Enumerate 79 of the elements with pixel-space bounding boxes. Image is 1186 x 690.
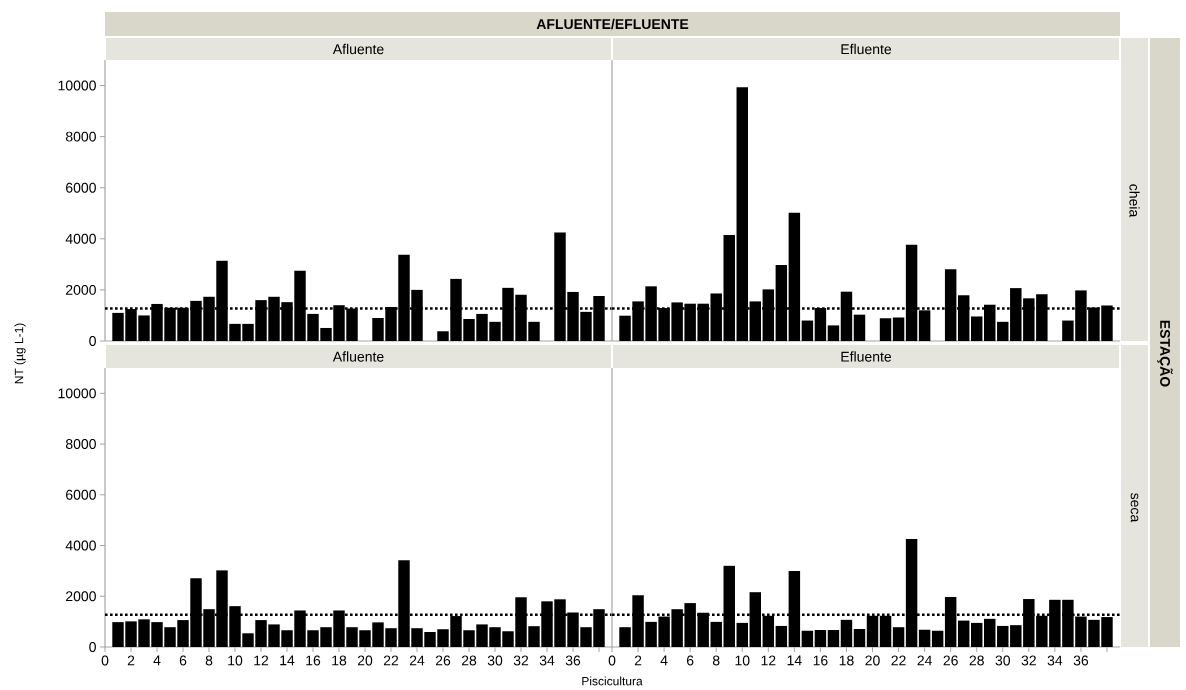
x-tick-label: 8 bbox=[205, 655, 213, 666]
x-tick-label: 20 bbox=[357, 655, 373, 666]
x-tick-label: 14 bbox=[280, 655, 295, 666]
x-axis-title: Piscicultura bbox=[582, 676, 643, 686]
x-tick-label: 6 bbox=[686, 655, 694, 666]
text: ESTAÇÃO bbox=[1157, 320, 1173, 387]
bar bbox=[957, 620, 970, 647]
x-tick-label: 6 bbox=[179, 655, 187, 666]
chart-title: Efluente bbox=[841, 351, 892, 362]
bar bbox=[736, 622, 748, 647]
x-tick-label: 30 bbox=[995, 655, 1011, 666]
bar bbox=[801, 630, 814, 647]
x-tick-label: 8 bbox=[712, 655, 720, 666]
x-tick-label: 26 bbox=[943, 655, 958, 666]
bar bbox=[892, 317, 905, 341]
bar bbox=[814, 629, 827, 647]
y-tick-label: 2000 bbox=[66, 591, 96, 602]
x-tick-label: 0 bbox=[101, 655, 109, 666]
bar bbox=[775, 625, 788, 647]
bar bbox=[984, 618, 996, 647]
x-tick-label: 22 bbox=[891, 655, 906, 666]
bar bbox=[801, 320, 814, 341]
y-tick-label: 10000 bbox=[58, 388, 96, 399]
y-tick-label: 6000 bbox=[66, 182, 96, 193]
y-tick-label: 2000 bbox=[66, 284, 96, 295]
x-tick-label: 2 bbox=[634, 655, 642, 666]
bar bbox=[840, 619, 853, 647]
bar bbox=[879, 318, 892, 341]
x-tick-label: 36 bbox=[1073, 655, 1089, 666]
x-tick-label: 18 bbox=[839, 655, 854, 666]
x-tick-label: 4 bbox=[153, 655, 161, 666]
bar bbox=[970, 622, 983, 647]
text: AFLUENTE/EFLUENTE bbox=[536, 18, 689, 30]
x-tick-label: 16 bbox=[813, 655, 828, 666]
x-tick-label: 26 bbox=[435, 655, 451, 666]
x-tick-label: 20 bbox=[865, 655, 880, 666]
text: cheia bbox=[1129, 184, 1140, 218]
x-tick-label: 24 bbox=[409, 655, 425, 666]
x-tick-label: 10 bbox=[735, 655, 750, 666]
chart-title: Afluente bbox=[332, 351, 384, 362]
x-tick-label: 2 bbox=[127, 655, 135, 666]
x-tick-label: 12 bbox=[761, 655, 776, 666]
x-tick-label: 32 bbox=[513, 655, 529, 666]
y-tick-label: 0 bbox=[89, 642, 96, 652]
bar bbox=[853, 628, 866, 647]
x-tick-label: 30 bbox=[487, 655, 503, 666]
x-tick-label: 4 bbox=[660, 655, 668, 666]
x-tick-label: 28 bbox=[969, 655, 984, 666]
chart-title: Afluente bbox=[332, 43, 384, 55]
bar bbox=[853, 314, 866, 341]
x-tick-label: 12 bbox=[254, 655, 269, 666]
x-tick-label: 0 bbox=[608, 655, 616, 666]
x-tick-label: 32 bbox=[1021, 655, 1036, 666]
x-tick-label: 28 bbox=[461, 655, 477, 666]
x-tick-label: 14 bbox=[787, 655, 802, 666]
x-tick-label: 24 bbox=[917, 655, 932, 666]
x-tick-label: 16 bbox=[306, 655, 321, 666]
x-tick-label: 22 bbox=[383, 655, 399, 666]
y-tick-label: 6000 bbox=[66, 489, 96, 500]
bar bbox=[970, 316, 983, 341]
y-tick-label: 4000 bbox=[65, 233, 96, 244]
bar bbox=[892, 627, 905, 647]
x-tick-label: 36 bbox=[565, 655, 581, 666]
text: seca bbox=[1130, 493, 1139, 523]
bar bbox=[827, 325, 840, 341]
chart-title: Efluente bbox=[841, 43, 892, 55]
y-tick-label: 8000 bbox=[65, 439, 96, 450]
bar bbox=[931, 630, 944, 647]
x-tick-label: 10 bbox=[228, 655, 243, 666]
x-tick-label: 34 bbox=[1047, 655, 1063, 666]
bar bbox=[918, 629, 931, 647]
y-tick-label: 8000 bbox=[65, 131, 96, 142]
y-tick-label: 0 bbox=[89, 336, 96, 346]
y-tick-label: 10000 bbox=[58, 80, 96, 91]
x-tick-label: 18 bbox=[332, 655, 347, 666]
y-tick-label: 4000 bbox=[65, 540, 96, 551]
x-tick-label: 34 bbox=[539, 655, 555, 666]
bar bbox=[827, 629, 840, 647]
y-axis-title: NT (µg L-1) bbox=[14, 323, 26, 384]
